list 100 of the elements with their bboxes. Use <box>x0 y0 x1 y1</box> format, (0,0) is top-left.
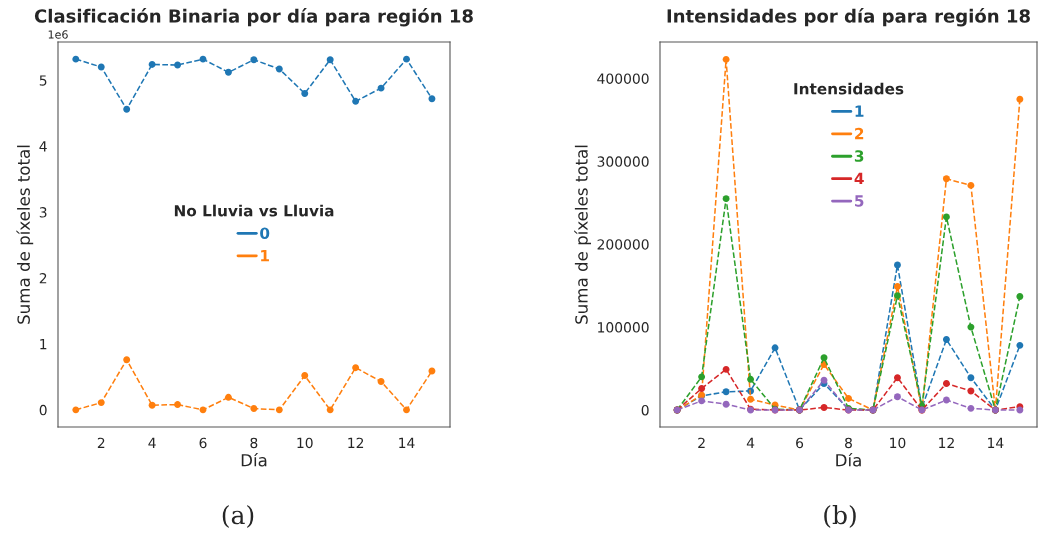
point <box>224 393 232 401</box>
x-tick-label: 2 <box>97 437 105 448</box>
point <box>352 97 360 105</box>
point <box>97 63 105 71</box>
y-tick-label: 4 <box>39 141 47 152</box>
point <box>893 261 901 269</box>
y-axis-title: Suma de píxeles total <box>574 145 592 324</box>
x-tick-label: 2 <box>698 437 705 448</box>
point <box>199 55 207 63</box>
point <box>72 55 80 63</box>
point <box>174 401 182 409</box>
point <box>942 380 950 387</box>
text: (a) <box>222 505 254 528</box>
legend-label: 3 <box>854 150 864 162</box>
point <box>893 374 901 382</box>
point <box>698 397 706 405</box>
point <box>403 55 410 63</box>
point <box>722 400 730 408</box>
point <box>722 365 730 373</box>
point <box>377 378 385 385</box>
point <box>722 55 730 63</box>
point <box>72 406 80 414</box>
text: 1e6 <box>48 30 68 39</box>
point <box>275 406 283 414</box>
point <box>942 396 950 404</box>
y-tick-label: 300000 <box>597 156 649 167</box>
point <box>1016 292 1024 300</box>
x-tick-label: 8 <box>845 437 852 449</box>
point <box>174 61 182 69</box>
y-tick-label: 400000 <box>597 73 649 84</box>
x-tick-label: 12 <box>939 437 954 448</box>
x-axis-title: Día <box>241 452 267 467</box>
x-tick-label: 8 <box>250 437 258 449</box>
point <box>942 175 950 183</box>
point <box>148 401 156 409</box>
x-axis-title: Día <box>836 452 861 467</box>
legend-title: No Lluvia vs Lluvia <box>174 204 334 217</box>
legend-title: Intensidades <box>794 82 904 95</box>
legend-label: 4 <box>854 172 864 185</box>
point <box>942 213 950 221</box>
y-tick-label: 0 <box>641 404 649 416</box>
point <box>1016 95 1024 103</box>
point <box>224 68 232 76</box>
y-axis-title: Suma de píxeles total <box>16 145 34 324</box>
y-tick-label: 2 <box>39 272 47 284</box>
point <box>199 406 207 414</box>
y-tick-label: 100000 <box>598 322 649 333</box>
point <box>301 372 309 380</box>
text: (b) <box>824 505 856 528</box>
x-tick-label: 12 <box>348 437 364 448</box>
x-tick-label: 10 <box>297 437 313 449</box>
legend-label: 0 <box>260 227 270 239</box>
x-tick-label: 14 <box>399 437 415 448</box>
point <box>275 65 283 73</box>
point <box>250 405 258 413</box>
point <box>1016 341 1024 349</box>
point <box>301 89 309 97</box>
point <box>771 344 779 352</box>
point <box>698 384 706 392</box>
point <box>250 56 258 64</box>
point <box>820 354 828 362</box>
point <box>893 292 901 300</box>
point <box>123 356 131 364</box>
point <box>820 376 828 384</box>
point <box>967 181 975 189</box>
point <box>942 336 950 344</box>
y-tick-label: 200000 <box>597 239 649 250</box>
point <box>967 404 975 412</box>
y-tick-label: 3 <box>39 207 47 218</box>
chart-title: Intensidades por día para región 18 <box>667 8 1030 27</box>
legend-label: 1 <box>855 105 864 117</box>
point <box>967 323 975 331</box>
x-tick-label: 6 <box>796 437 804 449</box>
point <box>845 394 852 402</box>
legend-label: 5 <box>855 195 864 207</box>
point <box>403 406 410 414</box>
point <box>893 283 901 290</box>
point <box>722 388 730 396</box>
y-tick-label: 1 <box>40 339 47 350</box>
point <box>326 56 334 64</box>
point <box>747 375 755 383</box>
legend-label: 1 <box>261 250 269 262</box>
point <box>747 395 755 403</box>
x-tick-label: 4 <box>746 437 755 448</box>
y-tick-label: 5 <box>39 75 47 86</box>
point <box>967 374 975 382</box>
x-tick-label: 6 <box>199 437 207 449</box>
point <box>97 399 105 407</box>
x-tick-label: 10 <box>890 437 906 449</box>
point <box>698 373 706 381</box>
point <box>148 60 156 68</box>
point <box>352 364 360 372</box>
point <box>326 406 334 414</box>
legend-label: 2 <box>855 127 864 140</box>
x-tick-label: 4 <box>148 437 156 448</box>
point <box>820 404 828 411</box>
point <box>428 95 436 103</box>
point <box>722 195 730 203</box>
x-tick-label: 14 <box>988 437 1004 448</box>
point <box>123 105 131 113</box>
